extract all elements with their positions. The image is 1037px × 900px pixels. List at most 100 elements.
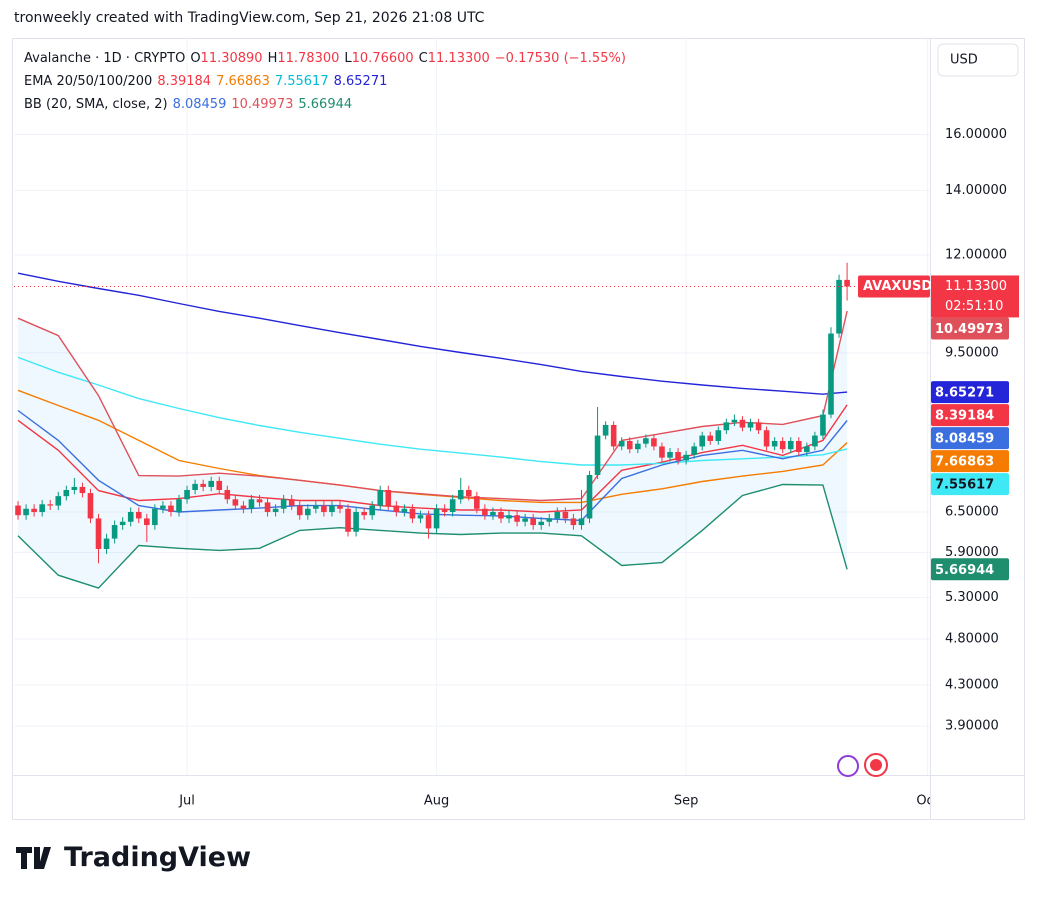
candle-body (409, 508, 416, 519)
y-tick-label: 12.00000 (945, 248, 1007, 263)
indicator-label: BB (20, SMA, close, 2) (24, 97, 168, 112)
brand-name: TradingView (64, 842, 252, 873)
x-tick-label: Aug (424, 794, 449, 809)
candle-body (433, 508, 440, 529)
candle-body (353, 511, 359, 532)
candle-body (168, 505, 174, 512)
indicator-tag (931, 317, 1009, 340)
chart-frame (12, 38, 1025, 820)
indicator-value: 10.49973 (231, 97, 294, 112)
event-icon[interactable] (837, 755, 859, 777)
indicator-value: 7.55617 (274, 74, 329, 89)
candle-body (457, 489, 464, 500)
candle-body (763, 430, 770, 447)
candle-body (119, 521, 126, 526)
indicator-tag-value: 10.49973 (935, 322, 1003, 337)
price-tag-value: 11.13300 (945, 279, 1007, 294)
candle-body (610, 424, 617, 447)
legend-ohlc-value: 11.30890 (200, 51, 263, 66)
candle-body (264, 502, 271, 512)
currency-label: USD (950, 53, 978, 68)
currency-button[interactable] (937, 43, 1019, 77)
indicator-tag-value: 7.66863 (935, 455, 994, 470)
candle-body (176, 499, 182, 512)
indicator-value: 8.39184 (157, 74, 212, 89)
candle-body (95, 518, 102, 550)
y-tick-label: 4.30000 (945, 678, 999, 693)
candle-body (127, 511, 134, 522)
indicator-tag (931, 558, 1009, 581)
candle-body (393, 505, 400, 512)
candle-body (337, 505, 343, 509)
y-tick-label: 4.80000 (945, 632, 999, 647)
candle-body (804, 446, 810, 452)
candle-body (87, 493, 94, 519)
candle-body (23, 508, 29, 516)
brand-logo-shape (16, 846, 51, 869)
candle-body (216, 480, 223, 490)
y-tick-label: 14.00000 (945, 183, 1007, 198)
candle-body (200, 483, 206, 487)
candle-body (369, 505, 375, 516)
candle-body (79, 486, 86, 494)
candle-body (39, 504, 45, 512)
candle-body (465, 489, 472, 497)
candle-body (602, 424, 609, 436)
price-tag-countdown: 02:51:10 (945, 299, 1003, 314)
indicator-line (17, 310, 848, 502)
candle-body (570, 518, 577, 526)
candle-body (795, 440, 802, 452)
symbol-tag-label: AVAXUSD (863, 279, 932, 294)
candle-body (71, 486, 78, 490)
legend-symbol: Avalanche · 1D · CRYPTO (24, 51, 186, 66)
candle-body (401, 508, 408, 512)
caption: tronweekly created with TradingView.com,… (14, 10, 485, 26)
indicator-line (17, 356, 848, 466)
candle-body (562, 511, 569, 519)
candle-body (812, 435, 818, 447)
band-fill (18, 311, 848, 589)
candle-body (288, 499, 295, 506)
candle-body (755, 422, 762, 431)
y-tick-label: 9.50000 (945, 345, 999, 360)
candle-body (31, 508, 37, 512)
candle-body (538, 521, 545, 526)
candle-body (111, 525, 118, 539)
candle-body (618, 440, 625, 447)
y-tick-label: 5.30000 (945, 590, 999, 605)
candle-body (659, 446, 665, 458)
candle-body (160, 505, 166, 509)
candle-body (578, 518, 585, 526)
candle-body (626, 440, 633, 450)
indicator-tag-value: 5.66944 (935, 563, 994, 578)
legend: Avalanche · 1D · CRYPTO O11.30890 H11.7830… (24, 47, 631, 116)
candle-body (103, 538, 110, 550)
grid (14, 39, 930, 775)
brand: TradingView (16, 842, 251, 873)
candle-body (836, 279, 842, 334)
brand-logo (16, 846, 51, 869)
price-tag (931, 275, 1019, 318)
indicator-tag-value: 8.39184 (935, 409, 994, 424)
indicator-tag (931, 450, 1009, 473)
candle-body (224, 489, 231, 500)
legend-row: Avalanche · 1D · CRYPTO O11.30890 H11.7830… (24, 47, 631, 70)
event-icons (837, 753, 888, 777)
legend-ohlc-label: H (267, 51, 278, 66)
candle-body (345, 508, 351, 532)
candle-body (208, 480, 215, 487)
candle-body (586, 474, 593, 519)
candle-body (232, 499, 239, 506)
event-icon-dot (870, 759, 882, 771)
y-tick-label: 3.90000 (945, 719, 999, 734)
legend-ohlc-label: O (190, 51, 201, 66)
candle-body (441, 508, 448, 512)
legend-row: BB (20, SMA, close, 2) 8.08459 10.49973 5.6… (24, 93, 631, 116)
indicator-value: 8.65271 (333, 74, 388, 89)
candle-body (731, 419, 738, 423)
candle-body (321, 505, 327, 512)
candle-body (482, 508, 488, 516)
candle-body (377, 489, 384, 506)
candle-body (683, 454, 689, 461)
